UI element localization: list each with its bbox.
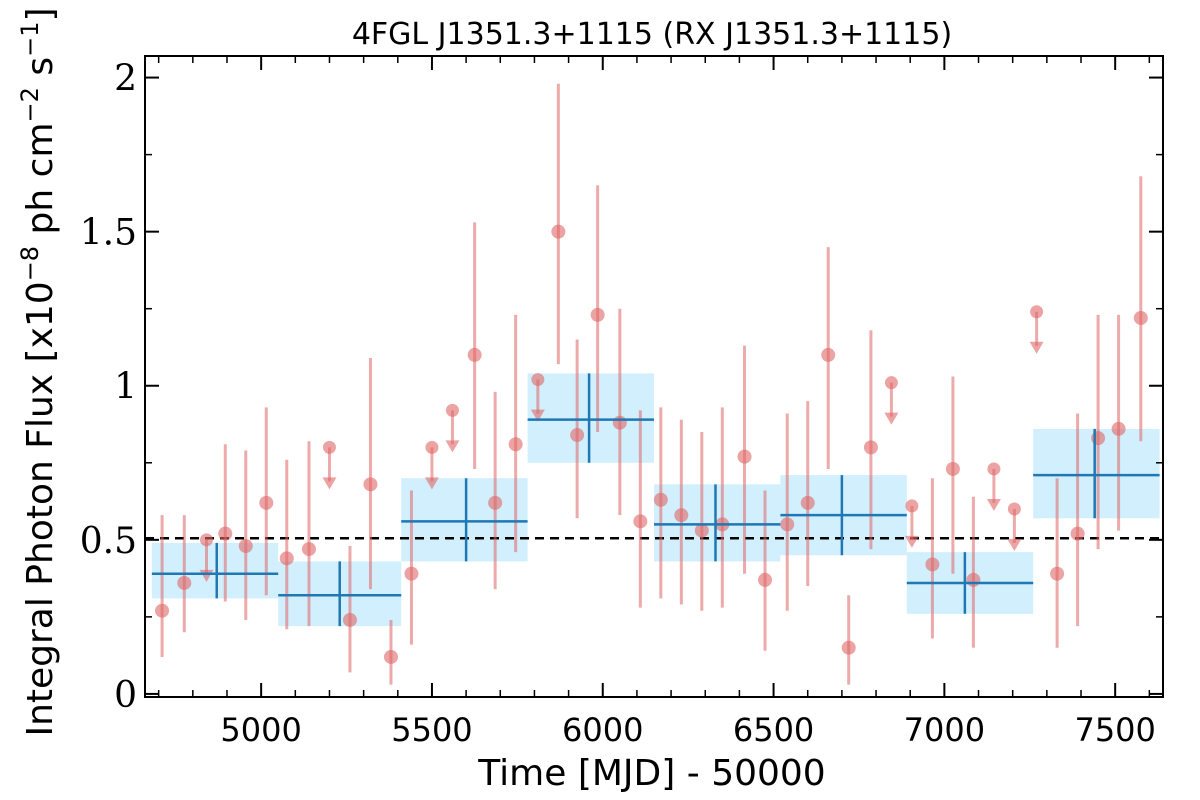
y-tick-label-3: 1.5 bbox=[80, 213, 137, 254]
plot-frame bbox=[144, 55, 1164, 698]
axes: 5000 5500 6000 6500 7000 7500 0 0.5 1 1.5 2 bbox=[80, 55, 1164, 749]
upper-limit-point-0 bbox=[199, 533, 213, 547]
data-point-15 bbox=[570, 428, 585, 443]
data-point-16 bbox=[590, 307, 605, 322]
data-point-23 bbox=[737, 449, 752, 464]
data-point-11 bbox=[467, 347, 482, 362]
data-point-30 bbox=[925, 557, 940, 572]
data-point-18 bbox=[633, 514, 648, 529]
y-label-exp-1: −8 bbox=[16, 246, 44, 281]
upper-limit-point-8 bbox=[1007, 502, 1021, 516]
x-axis-label: Time [MJD] - 50000 bbox=[477, 753, 825, 794]
y-tick-label-2: 1 bbox=[114, 367, 137, 408]
x-tick-label-3: 6500 bbox=[733, 711, 814, 749]
upper-limit-point-7 bbox=[987, 462, 1001, 476]
upper-limit-point-6 bbox=[905, 499, 919, 513]
data-point-9 bbox=[383, 649, 398, 664]
upper-limit-point-5 bbox=[884, 376, 898, 390]
x-tick-label-0: 5000 bbox=[220, 711, 301, 749]
x-tick-label-5: 7500 bbox=[1074, 711, 1155, 749]
y-label-exp-3: −1 bbox=[16, 22, 44, 57]
data-point-21 bbox=[694, 523, 709, 538]
upper-limit-point-4 bbox=[531, 373, 545, 387]
upper-limit-arrow-7 bbox=[986, 498, 1001, 511]
data-point-31 bbox=[945, 461, 960, 476]
data-point-5 bbox=[279, 551, 294, 566]
data-point-19 bbox=[653, 492, 668, 507]
upper-limit-arrow-1 bbox=[322, 477, 337, 490]
y-tick-label-1: 0.5 bbox=[80, 521, 137, 562]
y-label-exp-2: −2 bbox=[16, 87, 44, 122]
y-tick-label-4: 2 bbox=[114, 59, 137, 100]
data-point-37 bbox=[1133, 310, 1148, 325]
x-tick-label-2: 6000 bbox=[562, 711, 643, 749]
data-point-29 bbox=[863, 440, 878, 455]
upper-limit-arrow-8 bbox=[1007, 539, 1022, 552]
data-point-2 bbox=[218, 526, 233, 541]
data-point-17 bbox=[612, 415, 627, 430]
upper-limit-arrow-6 bbox=[904, 535, 919, 548]
plot-area bbox=[145, 83, 1163, 685]
data-point-10 bbox=[404, 566, 419, 581]
data-point-3 bbox=[238, 538, 253, 553]
data-point-12 bbox=[488, 495, 503, 510]
x-tick-label-4: 7000 bbox=[904, 711, 985, 749]
data-point-0 bbox=[155, 603, 170, 618]
data-point-34 bbox=[1070, 526, 1085, 541]
y-label-part-1: Integral Photon Flux [x10 bbox=[20, 281, 61, 736]
y-label-part-4: ] bbox=[20, 7, 61, 21]
data-point-1 bbox=[177, 575, 192, 590]
bin-box-3 bbox=[527, 373, 654, 463]
upper-limit-arrow-3 bbox=[445, 440, 460, 453]
upper-limit-arrow-5 bbox=[884, 412, 899, 425]
upper-limit-arrow-2 bbox=[424, 477, 439, 490]
data-point-8 bbox=[363, 477, 378, 492]
data-point-24 bbox=[758, 572, 773, 587]
upper-limit-point-1 bbox=[322, 440, 336, 454]
data-point-36 bbox=[1111, 421, 1126, 436]
upper-limit-point-9 bbox=[1030, 305, 1044, 319]
bin-box-0 bbox=[151, 542, 279, 599]
data-point-33 bbox=[1050, 566, 1065, 581]
y-tick-label-0: 0 bbox=[114, 675, 137, 716]
x-tick-label-1: 5500 bbox=[391, 711, 472, 749]
upper-limit-point-2 bbox=[425, 440, 439, 454]
chart-title: 4FGL J1351.3+1115 (RX J1351.3+1115) bbox=[352, 17, 952, 52]
data-point-27 bbox=[821, 347, 836, 362]
data-point-7 bbox=[342, 612, 357, 627]
data-point-13 bbox=[508, 437, 523, 452]
data-point-32 bbox=[966, 572, 981, 587]
upper-limit-arrow-9 bbox=[1029, 341, 1044, 354]
data-point-4 bbox=[259, 495, 274, 510]
data-point-14 bbox=[551, 224, 566, 239]
bin-box-2 bbox=[401, 478, 528, 562]
data-point-35 bbox=[1091, 431, 1106, 446]
y-label-part-3: s bbox=[20, 57, 61, 87]
data-point-26 bbox=[800, 495, 815, 510]
data-point-6 bbox=[301, 542, 316, 557]
y-label-part-2: ph cm bbox=[20, 122, 61, 245]
data-point-20 bbox=[674, 508, 689, 523]
data-point-25 bbox=[780, 517, 795, 532]
y-axis-label: Integral Photon Flux [x10−8 ph cm−2 s−1] bbox=[16, 7, 61, 736]
data-point-28 bbox=[841, 640, 856, 655]
upper-limit-arrow-4 bbox=[530, 409, 545, 422]
upper-limit-point-3 bbox=[445, 403, 459, 417]
